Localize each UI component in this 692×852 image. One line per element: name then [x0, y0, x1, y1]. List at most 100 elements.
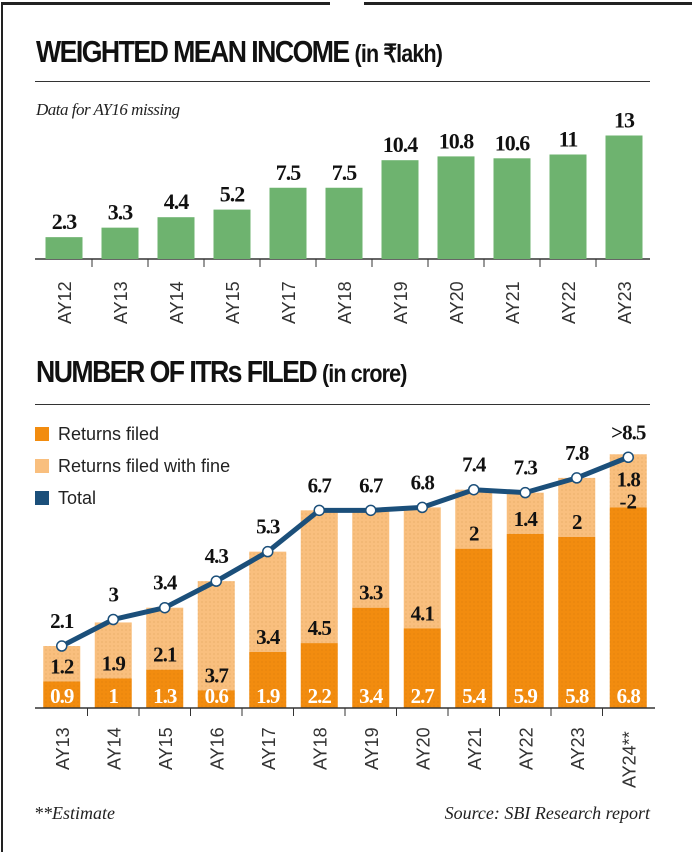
bar-texture: [146, 607, 184, 708]
frame-border: [364, 2, 692, 5]
x-tick-label: AY15: [223, 281, 243, 324]
x-tick-label: AY19: [391, 281, 411, 324]
total-value-label: 3: [109, 583, 119, 607]
bar-texture: [94, 622, 132, 708]
x-tick-label: AY13: [53, 727, 73, 770]
fine-value-label: 3.3: [359, 581, 383, 605]
total-value-label: 7.4: [462, 453, 487, 477]
returns-value-label: 0.6: [205, 684, 229, 708]
total-value-label: 4.3: [205, 544, 229, 568]
title-text: NUMBER OF ITRs FILED: [36, 354, 318, 389]
returns-value-label: 5.8: [565, 684, 589, 708]
bar-value-label: 2.3: [52, 209, 78, 234]
total-value-label: 7.3: [514, 456, 538, 480]
fine-value-label: 4.5: [308, 616, 332, 640]
itr-stacked-chart: 0.91.22.1AY1311.93AY141.32.13.4AY150.63.…: [35, 420, 655, 788]
fine-value-label: 2.1: [153, 643, 177, 667]
income-bar: [101, 227, 139, 259]
total-point: [210, 575, 222, 587]
returns-value-label: 3.4: [359, 684, 384, 708]
x-tick-label: AY21: [503, 281, 523, 324]
bar-value-label: 5.2: [220, 182, 246, 207]
total-value-label: 2.1: [50, 609, 74, 633]
x-tick-label: AY15: [156, 727, 176, 770]
itr-chart-title: NUMBER OF ITRs FILED (in crore): [36, 354, 407, 390]
fine-value-label: 1.2: [50, 654, 74, 678]
total-point: [365, 504, 377, 517]
total-point: [262, 545, 274, 558]
bar-texture: [352, 510, 390, 708]
x-tick-label: AY23: [615, 281, 635, 324]
x-tick-label: AY14: [167, 281, 187, 324]
x-tick-label: AY21: [465, 727, 485, 770]
income-bar: [213, 209, 251, 259]
total-point: [56, 640, 68, 652]
legend-returns-fine: Returns filed with fine: [35, 450, 230, 482]
x-tick-label: AY12: [55, 281, 75, 324]
fine-value-label: -2: [620, 489, 638, 513]
income-bar: [381, 160, 419, 259]
x-tick-label: AY17: [259, 727, 279, 770]
fine-value-label: 4.1: [411, 601, 435, 625]
total-value-label: 6.7: [359, 473, 383, 497]
income-bar: [549, 154, 587, 259]
x-tick-label: AY18: [310, 727, 330, 770]
bar-value-label: 10.8: [439, 128, 475, 153]
legend-returns-filed: Returns filed: [35, 418, 230, 450]
total-value-label: 3.4: [153, 571, 178, 595]
title-unit: (in ₹lakh): [354, 40, 443, 68]
returns-value-label: 2.7: [411, 684, 435, 708]
bar-value-label: 10.6: [495, 130, 531, 155]
bar-texture: [300, 510, 338, 708]
legend-swatch: [35, 427, 49, 441]
returns-value-label: 2.2: [308, 684, 332, 708]
x-tick-label: AY23: [568, 727, 588, 770]
bar-texture: [506, 492, 544, 708]
total-value-label: 6.7: [308, 473, 332, 497]
total-point: [519, 486, 531, 499]
total-point: [313, 504, 325, 517]
x-tick-label: AY24**: [619, 731, 639, 788]
bar-texture: [403, 507, 441, 708]
title-text: WEIGHTED MEAN INCOME: [36, 34, 350, 69]
x-tick-label: AY17: [279, 281, 299, 324]
total-point: [107, 613, 119, 626]
fine-value-label: 3.7: [205, 663, 229, 687]
x-tick-label: AY18: [335, 281, 355, 324]
bar-value-label: 7.5: [276, 160, 302, 185]
income-bar: [325, 187, 363, 259]
title-unit: (in crore): [321, 360, 407, 388]
total-value-label: 7.8: [565, 441, 589, 465]
returns-value-label: 5.9: [514, 684, 538, 708]
total-value-label: 6.8: [411, 470, 435, 494]
bar-value-label: 10.4: [383, 132, 419, 157]
returns-value-label: 1.3: [153, 684, 177, 708]
fine-value-label: 1.9: [102, 652, 126, 676]
fine-value-label: 3.4: [256, 625, 281, 649]
fine-value-label: 1.4: [514, 507, 539, 531]
source-note: Source: SBI Research report: [444, 803, 650, 823]
bar-texture: [249, 551, 287, 708]
income-bar: [269, 187, 307, 259]
total-point: [416, 501, 428, 514]
frame-border: [1, 2, 330, 5]
x-tick-label: AY22: [559, 281, 579, 324]
bar-value-label: 13: [614, 108, 635, 133]
bar-value-label: 11: [559, 127, 578, 152]
fine-value-label: 2: [572, 510, 582, 534]
estimate-note: **Estimate: [34, 803, 115, 823]
total-value-label: >8.5: [611, 420, 646, 444]
bar-texture: [609, 454, 647, 708]
fine-value-label: 1.8: [617, 467, 641, 491]
income-bar: [157, 217, 195, 259]
x-tick-label: AY20: [447, 281, 467, 324]
frame-border: [1, 2, 3, 852]
divider: [35, 81, 650, 82]
legend-total: Total: [35, 482, 230, 514]
bar-value-label: 4.4: [164, 189, 190, 214]
returns-value-label: 0.9: [50, 684, 74, 708]
returns-value-label: 6.8: [617, 684, 641, 708]
legend-swatch: [35, 491, 49, 505]
returns-value-label: 1: [109, 684, 119, 708]
x-tick-label: AY16: [207, 727, 227, 770]
